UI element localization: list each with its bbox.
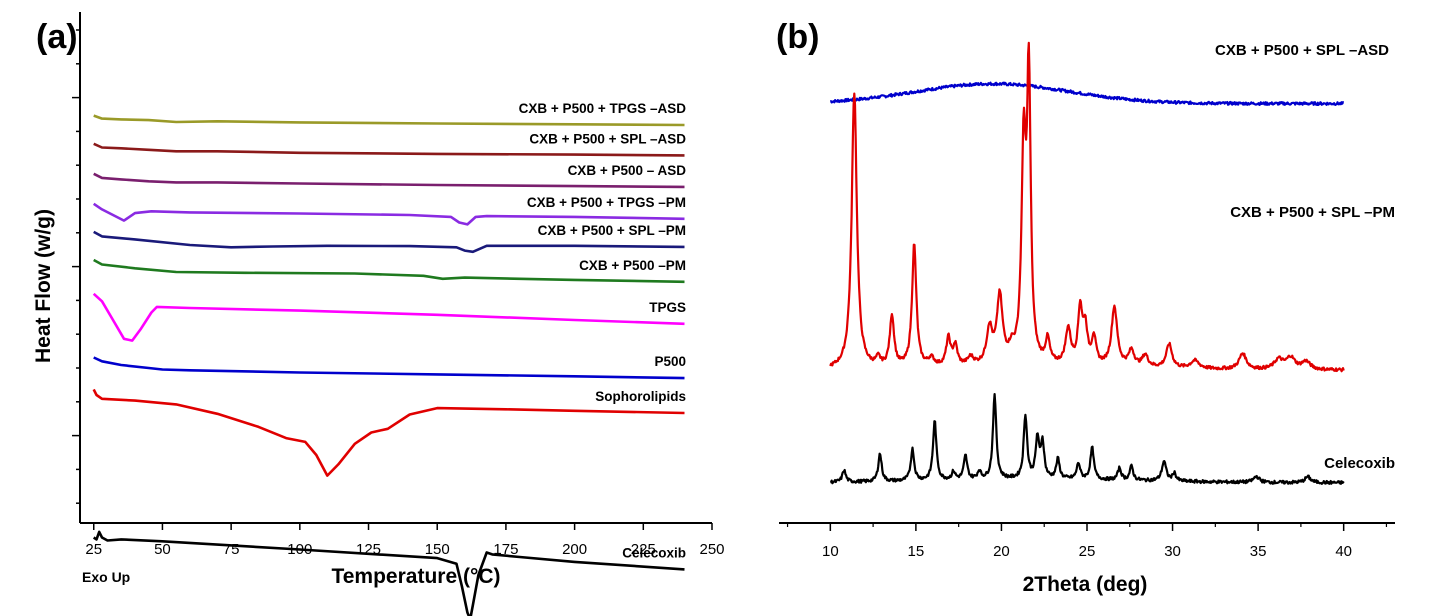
series-label-cxb-p500-tpgs-pm: CXB + P500 + TPGS –PM (527, 195, 686, 210)
series-label-cxb-p500-pm: CXB + P500 –PM (579, 258, 686, 273)
series-label-cxb-p500-spl-pm: CXB + P500 + SPL –PM (538, 223, 686, 238)
xrd-label-celecoxib: Celecoxib (1324, 455, 1395, 472)
series-line-tpgs (92, 292, 685, 342)
panel-b-x-tick-label: 35 (1250, 543, 1267, 560)
panel-b-x-tick-label: 10 (822, 543, 839, 560)
series-line-sophorolipids (92, 388, 685, 477)
panel-b-label: (b) (776, 18, 819, 56)
series-line-cxb-p500-pm (93, 258, 685, 284)
panel-a-series-labels: CXB + P500 + TPGS –ASD CXB + P500 + SPL –… (519, 101, 687, 560)
panel-b-x-axis-title: 2Theta (deg) (1023, 573, 1148, 596)
panel-a-y-axis-title: Heat Flow (w/g) (32, 209, 55, 363)
panel-a-x-tick-label: 75 (223, 541, 240, 558)
series-label-cxb-p500-asd: CXB + P500 – ASD (568, 163, 687, 178)
series-line-cxb-p500-asd (93, 172, 685, 189)
xrd-label-cxb-p500-spl-asd: CXB + P500 + SPL –ASD (1215, 42, 1389, 59)
series-line-cxb-p500-tpgs-pm (92, 202, 685, 226)
panel-b-x-tick-label: 40 (1335, 543, 1352, 560)
panel-b-x-tick-label: 15 (908, 543, 925, 560)
panel-a-label: (a) (36, 18, 78, 56)
series-line-p500 (93, 356, 685, 380)
series-label-cxb-p500-spl-asd: CXB + P500 + SPL –ASD (529, 131, 686, 146)
panel-b-xrd-patterns: (b) 10 15 20 25 30 35 40 CXB + P500 + SPL –ASD… (776, 18, 1395, 596)
panel-a-x-tick-label: 150 (425, 541, 450, 558)
panel-a-x-tick-label: 50 (154, 541, 171, 558)
panel-a-y-ticks (72, 29, 80, 504)
xrd-label-cxb-p500-spl-pm: CXB + P500 + SPL –PM (1230, 204, 1395, 221)
series-line-cxb-p500-spl-asd (93, 142, 685, 157)
panel-b-x-tick-label: 30 (1164, 543, 1181, 560)
xrd-line-cxb-p500-spl-pm (829, 41, 1345, 373)
xrd-line-celecoxib (829, 393, 1345, 485)
panel-a-x-tick-label: 25 (85, 541, 102, 558)
panel-b-x-tick-label: 25 (1079, 543, 1096, 560)
panel-a-x-tick-label: 250 (699, 541, 724, 558)
series-label-sophorolipids: Sophorolipids (595, 389, 686, 404)
panel-a-x-axis-title: Temperature (°C) (331, 565, 500, 588)
panel-a-x-tick-label: 200 (562, 541, 587, 558)
panel-b-x-tick-label: 20 (993, 543, 1010, 560)
series-label-p500: P500 (654, 354, 686, 369)
series-label-tpgs: TPGS (649, 300, 686, 315)
panel-b-series-labels: CXB + P500 + SPL –ASD CXB + P500 + SPL –P… (1215, 42, 1395, 472)
series-label-celecoxib: Celecoxib (622, 545, 686, 560)
series-line-celecoxib (92, 530, 685, 616)
series-line-cxb-p500-spl-pm (93, 230, 685, 254)
panel-a-series (92, 114, 685, 616)
series-label-cxb-p500-tpgs-asd: CXB + P500 + TPGS –ASD (519, 101, 687, 116)
panel-a-dsc-thermograms: (a) 25 50 75 100 125 150 175 200 225 250 CXB + P5… (32, 12, 725, 616)
panel-a-x-tick-label: 225 (631, 541, 656, 558)
series-line-cxb-p500-tpgs-asd (93, 114, 685, 127)
xrd-line-cxb-p500-spl-asd (829, 81, 1345, 106)
exo-up-annotation: Exo Up (82, 569, 130, 585)
panel-a-x-tick-label: 175 (493, 541, 518, 558)
panel-b-series (829, 41, 1345, 485)
panel-b-x-ticks: 10 15 20 25 30 35 40 (786, 523, 1388, 560)
